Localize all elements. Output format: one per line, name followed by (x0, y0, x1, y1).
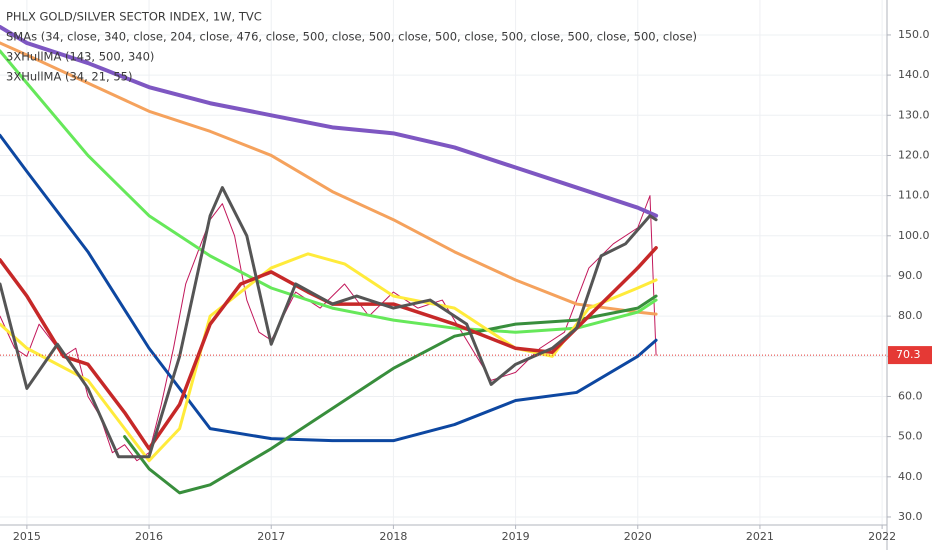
y-tick-label: 110.0 (898, 189, 930, 202)
plot-area (0, 0, 887, 525)
y-tick-label: 100.0 (898, 229, 930, 242)
series-line (0, 24, 659, 218)
x-tick-label: 2022 (868, 530, 896, 543)
last-price-label: 70.3 (896, 348, 921, 361)
legend-line: SMAs (34, close, 340, close, 204, close,… (6, 30, 697, 44)
series-line (0, 41, 658, 316)
x-tick-label: 2016 (135, 530, 163, 543)
x-tick-label: 2021 (746, 530, 774, 543)
y-tick-label: 30.0 (898, 510, 923, 523)
chart-title: PHLX GOLD/SILVER SECTOR INDEX, 1W, TVC (6, 10, 262, 24)
y-tick-label: 50.0 (898, 430, 923, 443)
x-tick-label: 2015 (13, 530, 41, 543)
y-tick-label: 130.0 (898, 108, 930, 121)
last-price-box (888, 346, 932, 365)
legend-line: 3XHullMA (34, 21, 55) (6, 70, 132, 84)
y-tick-label: 120.0 (898, 148, 930, 161)
y-tick-label: 150.0 (898, 28, 930, 41)
series-line (0, 186, 658, 459)
y-tick-label: 80.0 (898, 309, 923, 322)
axes: 30.040.050.060.070.080.090.0100.0110.012… (13, 28, 932, 543)
x-axis-panel (0, 525, 887, 550)
x-tick-label: 2017 (257, 530, 285, 543)
x-tick-label: 2018 (379, 530, 407, 543)
legend-line: 3XHullMA (143, 500, 340) (6, 50, 154, 64)
x-tick-label: 2020 (624, 530, 652, 543)
series-line (0, 133, 658, 443)
y-axis-panel (887, 0, 932, 550)
y-tick-label: 90.0 (898, 269, 923, 282)
x-tick-label: 2019 (502, 530, 530, 543)
y-tick-label: 60.0 (898, 389, 923, 402)
y-tick-label: 140.0 (898, 68, 930, 81)
series-line (0, 246, 658, 451)
y-tick-label: 40.0 (898, 470, 923, 483)
